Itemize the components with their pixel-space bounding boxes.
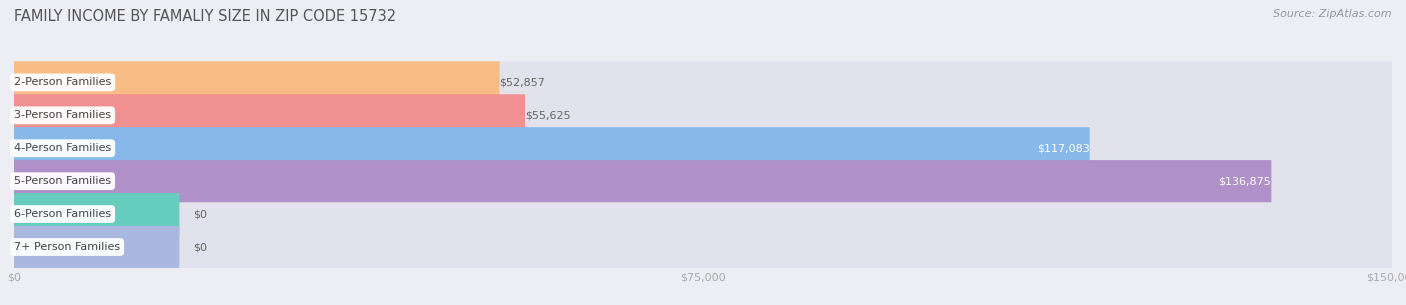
Text: 7+ Person Families: 7+ Person Families: [14, 242, 120, 252]
Text: 3-Person Families: 3-Person Families: [14, 110, 111, 120]
FancyBboxPatch shape: [14, 61, 1392, 103]
Text: FAMILY INCOME BY FAMALIY SIZE IN ZIP CODE 15732: FAMILY INCOME BY FAMALIY SIZE IN ZIP COD…: [14, 9, 396, 24]
Text: Source: ZipAtlas.com: Source: ZipAtlas.com: [1274, 9, 1392, 19]
FancyBboxPatch shape: [14, 94, 524, 136]
FancyBboxPatch shape: [14, 127, 1090, 169]
Text: $55,625: $55,625: [524, 110, 571, 120]
FancyBboxPatch shape: [14, 226, 180, 268]
Text: 5-Person Families: 5-Person Families: [14, 176, 111, 186]
FancyBboxPatch shape: [14, 160, 1392, 202]
FancyBboxPatch shape: [14, 226, 1392, 268]
FancyBboxPatch shape: [14, 160, 1271, 202]
FancyBboxPatch shape: [14, 127, 1392, 169]
FancyBboxPatch shape: [14, 61, 499, 103]
Text: 4-Person Families: 4-Person Families: [14, 143, 111, 153]
FancyBboxPatch shape: [14, 193, 1392, 235]
FancyBboxPatch shape: [14, 94, 1392, 136]
Text: $52,857: $52,857: [499, 77, 546, 88]
Text: 6-Person Families: 6-Person Families: [14, 209, 111, 219]
Text: 2-Person Families: 2-Person Families: [14, 77, 111, 88]
Text: $0: $0: [193, 209, 207, 219]
Text: $0: $0: [193, 242, 207, 252]
Text: $136,875: $136,875: [1219, 176, 1271, 186]
FancyBboxPatch shape: [14, 193, 180, 235]
Text: $117,083: $117,083: [1036, 143, 1090, 153]
